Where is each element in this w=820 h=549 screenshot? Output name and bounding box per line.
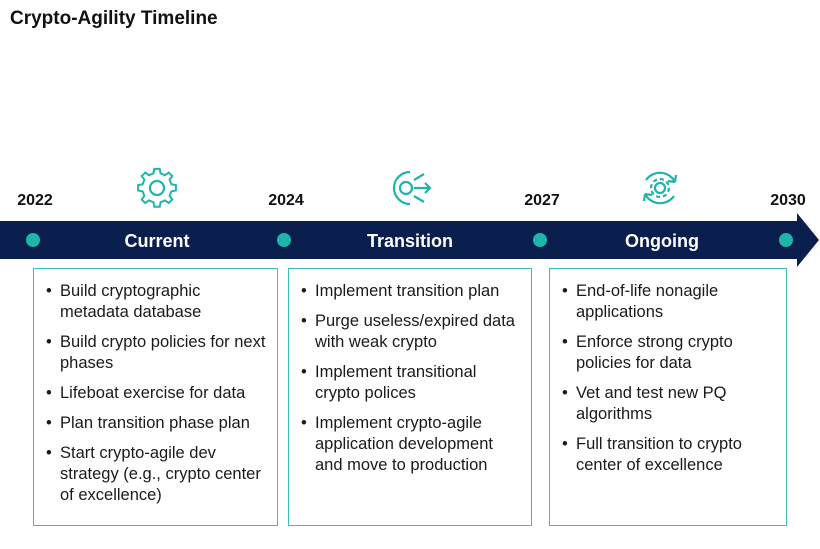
phase-label: Transition xyxy=(367,231,453,251)
timeline-dot xyxy=(779,233,793,247)
bullet-list: Build cryptographic metadata database Bui… xyxy=(44,281,267,506)
phase-box: Build cryptographic metadata database Bui… xyxy=(33,268,278,526)
year-label: 2022 xyxy=(17,192,53,209)
bullet-list: End-of-life nonagile applications Enforce… xyxy=(560,281,776,476)
bullet-item: Vet and test new PQ algorithms xyxy=(560,383,776,425)
bullet-item: End-of-life nonagile applications xyxy=(560,281,776,323)
year-label: 2030 xyxy=(770,192,806,209)
bullet-item: Plan transition phase plan xyxy=(44,413,267,434)
timeline-dot xyxy=(26,233,40,247)
title: Crypto-Agility Timeline xyxy=(10,8,218,29)
phase-box: End-of-life nonagile applications Enforce… xyxy=(549,268,787,526)
icons xyxy=(137,167,678,208)
bullet-item: Implement crypto-agile application devel… xyxy=(299,413,521,476)
cycle-icon xyxy=(642,171,678,205)
timeline-arrow xyxy=(0,213,819,267)
bullet-item: Build cryptographic metadata database xyxy=(44,281,267,323)
phase-box: Implement transition plan Purge useless/e… xyxy=(288,268,532,526)
bullet-item: Implement transition plan xyxy=(299,281,521,302)
bullet-item: Lifeboat exercise for data xyxy=(44,383,267,404)
bullet-item: Build crypto policies for next phases xyxy=(44,332,267,374)
transition-icon xyxy=(392,170,432,206)
bullet-list: Implement transition plan Purge useless/e… xyxy=(299,281,521,476)
phase-label: Ongoing xyxy=(625,231,699,251)
timeline-dot xyxy=(533,233,547,247)
phase-label: Current xyxy=(124,231,189,251)
bullet-item: Start crypto-agile dev strategy (e.g., c… xyxy=(44,443,267,506)
bullet-item: Full transition to crypto center of exce… xyxy=(560,434,776,476)
bullet-item: Implement transitional crypto polices xyxy=(299,362,521,404)
bullet-item: Enforce strong crypto policies for data xyxy=(560,332,776,374)
timeline: 2022 2024 2027 2030 Current Transition Ongoing xyxy=(0,167,819,267)
gear-icon xyxy=(137,167,177,208)
bullet-item: Purge useless/expired data with weak cry… xyxy=(299,311,521,353)
timeline-dot xyxy=(277,233,291,247)
year-label: 2027 xyxy=(524,192,560,209)
year-label: 2024 xyxy=(268,192,304,209)
